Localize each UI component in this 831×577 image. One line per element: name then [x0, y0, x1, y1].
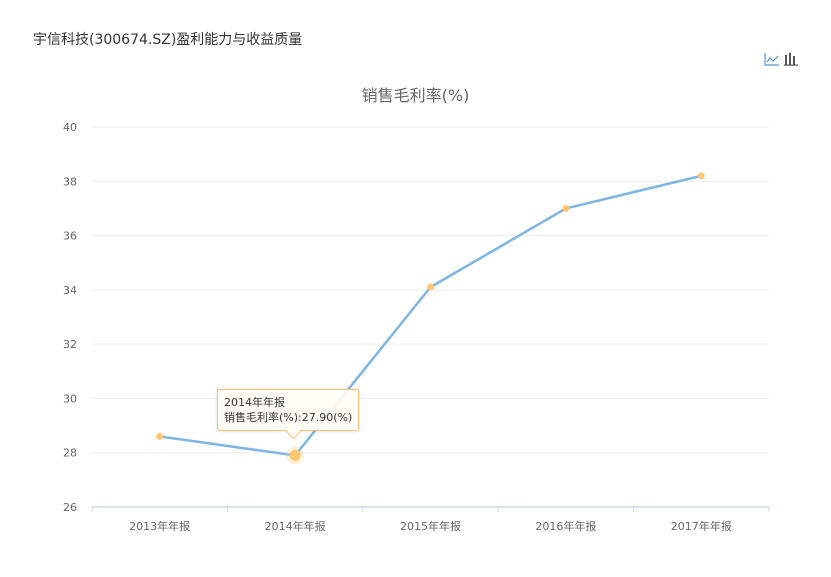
y-tick-label: 34: [63, 284, 77, 297]
y-tick-label: 30: [63, 392, 77, 405]
y-tick-label: 38: [63, 175, 77, 188]
x-tick-label: 2014年年报: [265, 519, 326, 533]
y-tick-label: 26: [63, 501, 77, 514]
tooltip: 2014年年报 销售毛利率(%):27.90(%): [217, 389, 360, 440]
x-tick-label: 2015年年报: [400, 519, 461, 533]
data-point[interactable]: [697, 172, 705, 180]
chart-title: 销售毛利率(%): [361, 86, 470, 105]
x-axis: 2013年年报 2014年年报 2015年年报 2016年年报 2017年年报: [91, 506, 770, 533]
data-series: [156, 172, 705, 465]
y-axis-labels: 26 28 30 32 34 36 38 40: [63, 121, 77, 514]
page-title: 宇信科技(300674.SZ)盈利能力与收益质量: [33, 32, 303, 48]
x-tick-label: 2016年年报: [535, 519, 596, 533]
y-tick-label: 28: [63, 447, 77, 460]
tooltip-value: 销售毛利率(%):27.90(%): [224, 411, 353, 424]
data-point[interactable]: [427, 283, 434, 291]
y-tick-label: 32: [63, 338, 77, 351]
y-tick-label: 36: [63, 230, 77, 243]
data-point[interactable]: [562, 204, 570, 212]
y-tick-label: 40: [63, 121, 77, 134]
x-tick-label: 2017年年报: [671, 519, 732, 533]
data-point[interactable]: [289, 449, 301, 461]
line-chart-icon[interactable]: [764, 52, 780, 66]
x-tick-label: 2013年年报: [129, 519, 190, 533]
tooltip-category: 2014年年报: [224, 396, 285, 409]
data-point[interactable]: [156, 432, 164, 440]
bar-chart-icon[interactable]: [783, 52, 799, 66]
chart-toolbox: [764, 52, 799, 66]
